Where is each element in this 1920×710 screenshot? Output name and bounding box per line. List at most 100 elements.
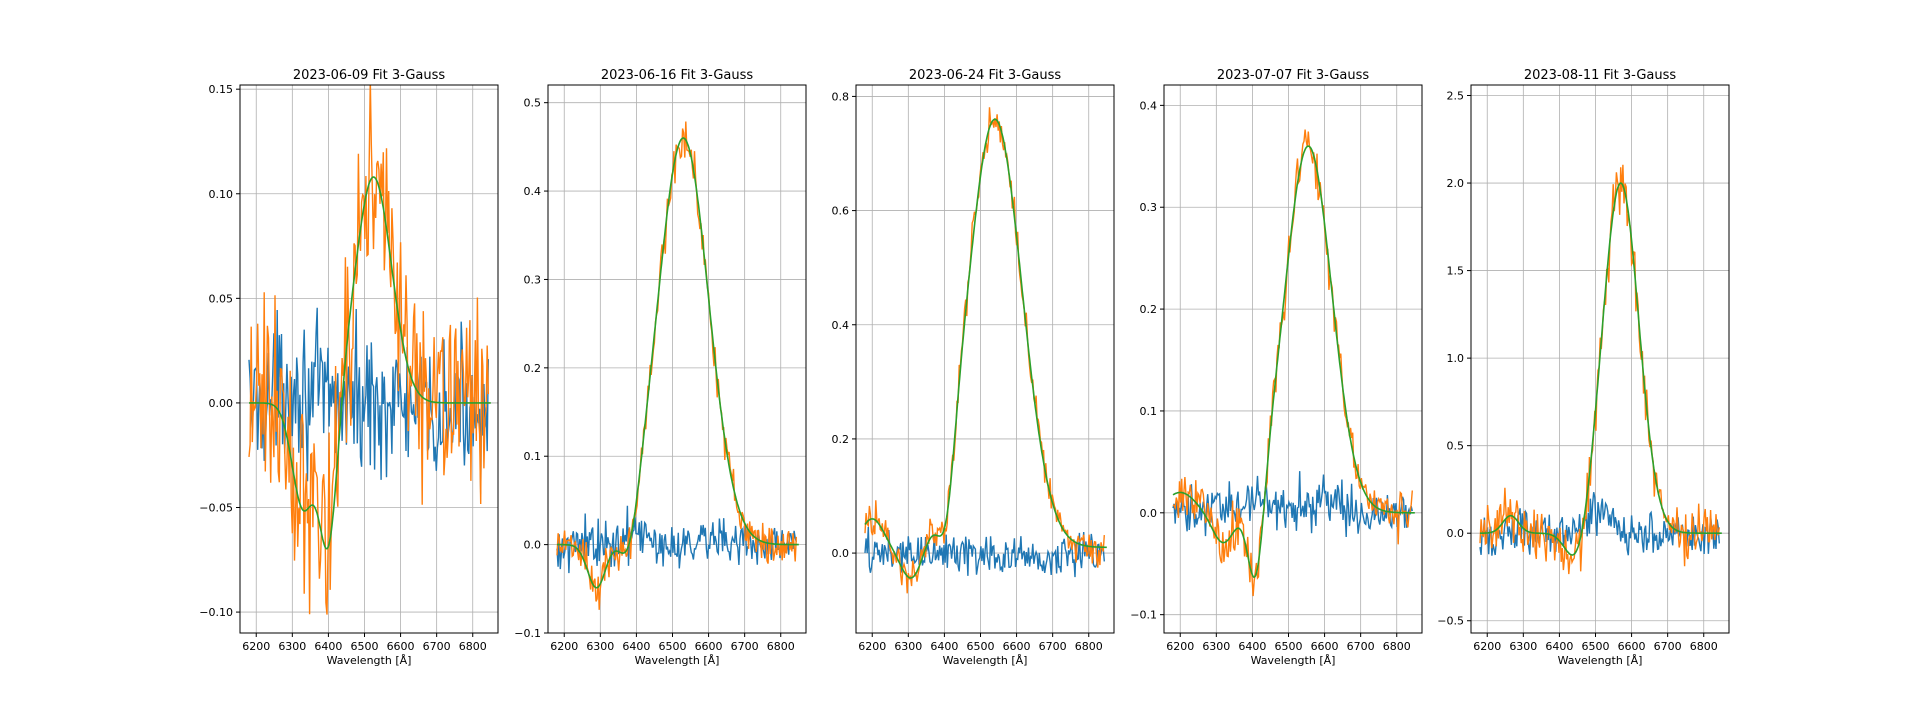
panel-title: 2023-06-16 Fit 3-Gauss bbox=[601, 68, 754, 83]
plot-area bbox=[1479, 164, 1722, 575]
x-tick-label: 6500 bbox=[1274, 640, 1302, 653]
x-tick-label: 6400 bbox=[1238, 640, 1266, 653]
x-axis-label: Wavelength [Å] bbox=[635, 654, 720, 667]
observed-series bbox=[1172, 129, 1413, 597]
x-tick-label: 6300 bbox=[278, 640, 306, 653]
axes-frame bbox=[239, 84, 499, 634]
x-tick-label: 6800 bbox=[459, 640, 487, 653]
fit-series bbox=[1480, 182, 1722, 556]
plot-area bbox=[556, 121, 799, 610]
y-tick-label: 0.8 bbox=[832, 90, 850, 103]
x-tick-label: 6200 bbox=[1473, 640, 1501, 653]
x-tick-label: 6300 bbox=[894, 640, 922, 653]
x-tick-label: 6400 bbox=[314, 640, 342, 653]
y-tick-label: 0.0 bbox=[1140, 507, 1158, 520]
x-tick-label: 6400 bbox=[930, 640, 958, 653]
x-tick-label: 6600 bbox=[1311, 640, 1339, 653]
y-tick-label: 0.6 bbox=[832, 205, 850, 218]
y-tick-label: 0.0 bbox=[1447, 527, 1465, 540]
y-tick-label: 0.5 bbox=[524, 97, 542, 110]
x-tick-label: 6200 bbox=[550, 640, 578, 653]
x-tick-label: 6700 bbox=[1347, 640, 1375, 653]
panel-1: 6200 6300 6400 6500 6600 6700 6800 −0.10 −0.05 0.… bbox=[199, 68, 499, 667]
x-axis-label: Wavelength [Å] bbox=[327, 654, 412, 667]
residual-series bbox=[1172, 471, 1413, 538]
y-tick-label: 0.10 bbox=[209, 188, 234, 201]
x-tick-label: 6800 bbox=[1383, 640, 1411, 653]
fit-series bbox=[1172, 145, 1415, 578]
y-tick-label: −0.1 bbox=[514, 627, 541, 640]
x-tick-label: 6800 bbox=[1075, 640, 1103, 653]
y-tick-label: 0.05 bbox=[209, 292, 234, 305]
x-tick-label: 6600 bbox=[387, 640, 415, 653]
fit-series bbox=[557, 137, 799, 589]
x-tick-label: 6500 bbox=[658, 640, 686, 653]
y-tick-label: −0.05 bbox=[199, 502, 233, 515]
y-tick-label: 2.0 bbox=[1447, 177, 1465, 190]
y-tick-label: 1.0 bbox=[1447, 352, 1465, 365]
fit-series bbox=[249, 176, 491, 550]
axes-frame bbox=[547, 84, 807, 634]
residual-series bbox=[556, 505, 797, 574]
panel-2: 6200 6300 6400 6500 6600 6700 6800 −0.1 0.0 0.1 0.… bbox=[514, 68, 807, 667]
x-tick-label: 6700 bbox=[423, 640, 451, 653]
fit-series bbox=[864, 118, 1107, 579]
y-tick-label: 0.1 bbox=[1140, 405, 1158, 418]
x-tick-label: 6300 bbox=[1509, 640, 1537, 653]
y-tick-label: 0.3 bbox=[524, 273, 542, 286]
x-tick-label: 6300 bbox=[1202, 640, 1230, 653]
panel-4: 6200 6300 6400 6500 6600 6700 6800 −0.1 0.0 0.1 0.… bbox=[1130, 68, 1423, 667]
x-tick-label: 6600 bbox=[695, 640, 723, 653]
x-tick-label: 6800 bbox=[767, 640, 795, 653]
observed-series bbox=[864, 107, 1105, 594]
plot-area bbox=[248, 85, 491, 615]
observed-series bbox=[556, 121, 797, 610]
y-tick-label: −0.1 bbox=[1130, 609, 1157, 622]
axes-frame bbox=[1163, 84, 1423, 634]
y-tick-label: 0.1 bbox=[524, 450, 542, 463]
x-tick-label: 6600 bbox=[1003, 640, 1031, 653]
x-tick-label: 6500 bbox=[350, 640, 378, 653]
panel-title: 2023-07-07 Fit 3-Gauss bbox=[1217, 68, 1370, 83]
panel-title: 2023-08-11 Fit 3-Gauss bbox=[1524, 68, 1677, 83]
panel-title: 2023-06-09 Fit 3-Gauss bbox=[293, 68, 446, 83]
y-tick-label: 0.15 bbox=[209, 83, 234, 96]
y-tick-label: 1.5 bbox=[1447, 265, 1465, 278]
axes-frame bbox=[855, 84, 1115, 634]
x-tick-label: 6400 bbox=[622, 640, 650, 653]
x-tick-label: 6800 bbox=[1690, 640, 1718, 653]
y-tick-label: −0.5 bbox=[1437, 615, 1464, 628]
x-tick-label: 6700 bbox=[1039, 640, 1067, 653]
panel-3: 6200 6300 6400 6500 6600 6700 6800 0.0 0.2 0.4 0.6… bbox=[832, 68, 1115, 667]
x-tick-label: 6500 bbox=[966, 640, 994, 653]
y-tick-label: 0.3 bbox=[1140, 201, 1158, 214]
residual-series bbox=[1479, 492, 1720, 556]
panel-5: 6200 6300 6400 6500 6600 6700 6800 −0.5 0.0 0.5 1.… bbox=[1437, 68, 1730, 667]
y-tick-label: 0.4 bbox=[832, 319, 850, 332]
y-tick-label: 0.2 bbox=[832, 433, 850, 446]
x-tick-label: 6200 bbox=[1166, 640, 1194, 653]
x-axis-label: Wavelength [Å] bbox=[1558, 654, 1643, 667]
panel-title: 2023-06-24 Fit 3-Gauss bbox=[909, 68, 1062, 83]
axes-frame bbox=[1470, 84, 1730, 634]
x-tick-label: 6600 bbox=[1618, 640, 1646, 653]
residual-series bbox=[864, 526, 1105, 578]
x-axis-label: Wavelength [Å] bbox=[943, 654, 1028, 667]
x-tick-label: 6500 bbox=[1581, 640, 1609, 653]
y-tick-label: 0.2 bbox=[1140, 303, 1158, 316]
x-tick-label: 6700 bbox=[731, 640, 759, 653]
y-tick-label: 0.0 bbox=[524, 539, 542, 552]
y-tick-label: 2.5 bbox=[1447, 90, 1465, 103]
observed-series bbox=[248, 85, 489, 615]
x-tick-label: 6700 bbox=[1654, 640, 1682, 653]
x-tick-label: 6300 bbox=[586, 640, 614, 653]
x-tick-label: 6200 bbox=[242, 640, 270, 653]
y-tick-label: 0.4 bbox=[524, 185, 542, 198]
y-tick-label: −0.10 bbox=[199, 606, 233, 619]
plot-area bbox=[1172, 129, 1415, 597]
x-tick-label: 6200 bbox=[858, 640, 886, 653]
y-tick-label: 0.5 bbox=[1447, 440, 1465, 453]
y-tick-label: 0.4 bbox=[1140, 99, 1158, 112]
y-tick-label: 0.2 bbox=[524, 362, 542, 375]
